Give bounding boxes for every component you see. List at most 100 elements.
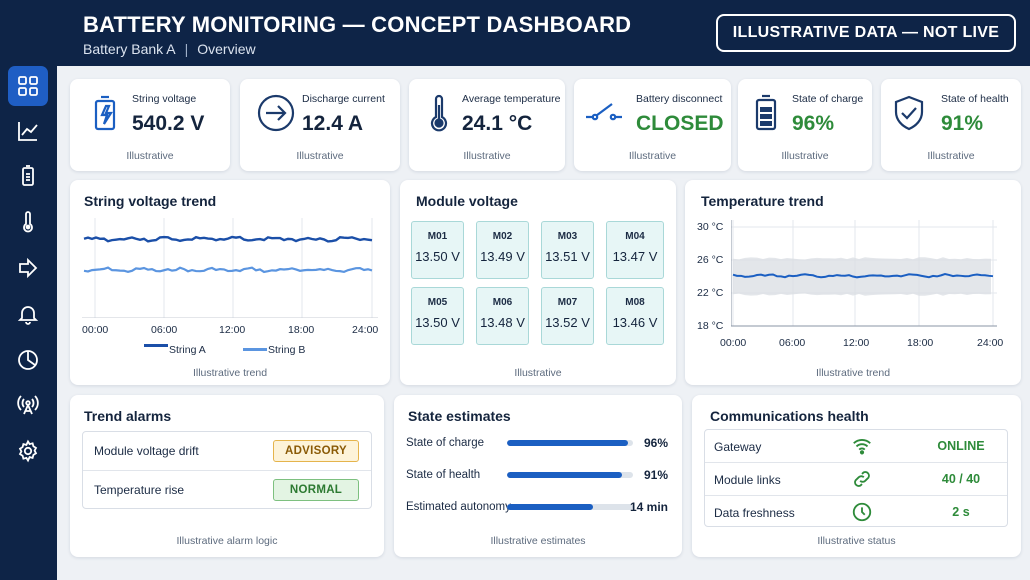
progress-fill	[507, 472, 622, 478]
kpi-value: 91%	[941, 112, 984, 135]
module-value: 13.51 V	[545, 249, 590, 264]
alarm-row-temperature-rise[interactable]: Temperature rise NORMAL	[83, 471, 371, 510]
panel-title: Trend alarms	[84, 408, 172, 424]
module-name: M01	[427, 231, 448, 242]
module-value: 13.48 V	[480, 315, 525, 330]
legend-swatch-string-a	[144, 344, 168, 347]
alarm-list: Module voltage drift ADVISORY Temperatur…	[82, 431, 372, 509]
legend-swatch-string-b	[243, 348, 267, 351]
panel-note: Illustrative alarm logic	[176, 535, 278, 547]
estimate-row-soc: State of charge 96%	[394, 434, 682, 454]
module-tile-m07[interactable]: M07 13.52 V	[541, 287, 594, 345]
string-voltage-trend-panel: String voltage trend 00:00 06:00 12:00 1…	[70, 180, 390, 385]
x-tick-label: 00:00	[720, 337, 747, 349]
estimate-row-soh: State of health 91%	[394, 466, 682, 486]
sidebar-item-battery[interactable]	[8, 156, 48, 196]
progress-bar	[507, 440, 633, 446]
state-estimates-panel: State estimates State of charge 96% Stat…	[394, 395, 682, 557]
module-tile-m06[interactable]: M06 13.48 V	[476, 287, 529, 345]
x-tick-label: 00:00	[82, 324, 109, 336]
module-tile-m03[interactable]: M03 13.51 V	[541, 221, 594, 279]
module-name: M07	[557, 297, 578, 308]
kpi-note: Illustrative	[628, 150, 677, 162]
progress-fill	[507, 504, 593, 510]
kpi-note: Illustrative	[463, 150, 511, 162]
panel-note: Illustrative trend	[192, 367, 268, 379]
page-title: BATTERY MONITORING — CONCEPT DASHBOARD	[83, 12, 632, 37]
sidebar-item-temperature[interactable]	[8, 202, 48, 242]
string-b-line	[83, 266, 373, 274]
module-tile-m08[interactable]: M08 13.46 V	[606, 287, 664, 345]
x-tick-label: 24:00	[977, 337, 1004, 349]
module-value: 13.46 V	[612, 315, 658, 330]
comms-row-module-links[interactable]: Module links 40 / 40	[705, 463, 1007, 495]
module-tile-m05[interactable]: M05 13.50 V	[411, 287, 464, 345]
alarm-row-voltage-drift[interactable]: Module voltage drift ADVISORY	[83, 432, 371, 471]
module-tile-m01[interactable]: M01 13.50 V	[411, 221, 464, 279]
comms-value: ONLINE	[937, 439, 985, 453]
flow-arrow-icon	[19, 257, 38, 279]
estimate-value: 91%	[643, 468, 668, 482]
panel-title: String voltage trend	[84, 193, 217, 209]
breadcrumb-view: Overview	[197, 41, 256, 57]
header: BATTERY MONITORING — CONCEPT DASHBOARD B…	[57, 0, 1030, 66]
temperature-trend-chart	[731, 220, 997, 327]
battery-icon	[22, 165, 34, 186]
illustrative-data-badge: ILLUSTRATIVE DATA — NOT LIVE	[716, 14, 1016, 52]
kpi-value: 96%	[792, 112, 835, 135]
module-tile-m04[interactable]: M04 13.47 V	[606, 221, 664, 279]
panel-title: Module voltage	[416, 193, 518, 209]
estimate-label: State of charge	[406, 437, 484, 449]
sidebar-item-alarms[interactable]	[8, 294, 48, 334]
comms-value: 2 s	[952, 505, 970, 519]
sidebar-item-reports[interactable]	[8, 340, 48, 380]
kpi-card-discharge-current: Discharge current 12.4 A Illustrative	[240, 79, 400, 171]
module-value: 13.47 V	[612, 249, 658, 264]
sidebar-item-overview[interactable]	[8, 66, 48, 106]
estimate-value: 96%	[643, 436, 668, 450]
status-badge: ADVISORY	[273, 440, 359, 462]
panel-title: Temperature trend	[701, 193, 824, 209]
alarm-label: Temperature rise	[94, 483, 185, 497]
comms-list: Gateway ONLINE Module links 40 / 40 Data…	[704, 429, 1008, 527]
kpi-value: 24.1 °C	[462, 112, 533, 135]
sidebar-item-comms[interactable]	[8, 385, 48, 425]
module-value: 13.52 V	[545, 315, 590, 330]
kpi-label: Battery disconnect	[636, 93, 723, 105]
sidebar	[0, 0, 57, 580]
y-tick-label: 30 °C	[697, 221, 724, 233]
module-name: M02	[492, 231, 513, 242]
comms-label: Module links	[714, 473, 781, 487]
estimate-label: State of health	[406, 469, 481, 481]
switch-icon	[586, 103, 622, 121]
y-tick-label: 26 °C	[697, 254, 724, 266]
comms-label: Gateway	[714, 440, 762, 454]
module-name: M06	[492, 297, 513, 308]
divider	[705, 495, 1007, 496]
kpi-note: Illustrative	[927, 150, 975, 162]
breadcrumb-separator: |	[184, 41, 189, 57]
kpi-note: Illustrative	[781, 150, 829, 162]
temperature-trend-panel: Temperature trend 30 °C 26 °C 22 °C 18 °…	[685, 180, 1021, 385]
comms-row-data-freshness[interactable]: Data freshness 2 s	[705, 496, 1007, 528]
sidebar-item-flow[interactable]	[8, 248, 48, 288]
kpi-label: State of health	[941, 93, 1009, 105]
panel-note: Illustrative trend	[815, 367, 891, 379]
module-value: 13.49 V	[480, 249, 525, 264]
breadcrumb: Battery Bank A | Overview	[83, 41, 256, 57]
kpi-note: Illustrative	[126, 150, 174, 162]
arrow-circle-icon	[257, 94, 295, 132]
kpi-value: 12.4 A	[302, 112, 364, 135]
x-tick-label: 24:00	[352, 324, 379, 336]
voltage-trend-chart	[82, 218, 378, 318]
comms-label: Data freshness	[714, 506, 795, 520]
sidebar-item-trends[interactable]	[8, 111, 48, 151]
kpi-note: Illustrative	[296, 150, 344, 162]
bell-icon	[17, 306, 39, 325]
alarm-label: Module voltage drift	[94, 444, 199, 458]
module-tile-m02[interactable]: M02 13.49 V	[476, 221, 529, 279]
panel-note: Illustrative estimates	[490, 535, 586, 547]
comms-row-gateway[interactable]: Gateway ONLINE	[705, 430, 1007, 462]
sidebar-item-settings[interactable]	[8, 431, 48, 471]
module-value: 13.50 V	[415, 249, 460, 264]
